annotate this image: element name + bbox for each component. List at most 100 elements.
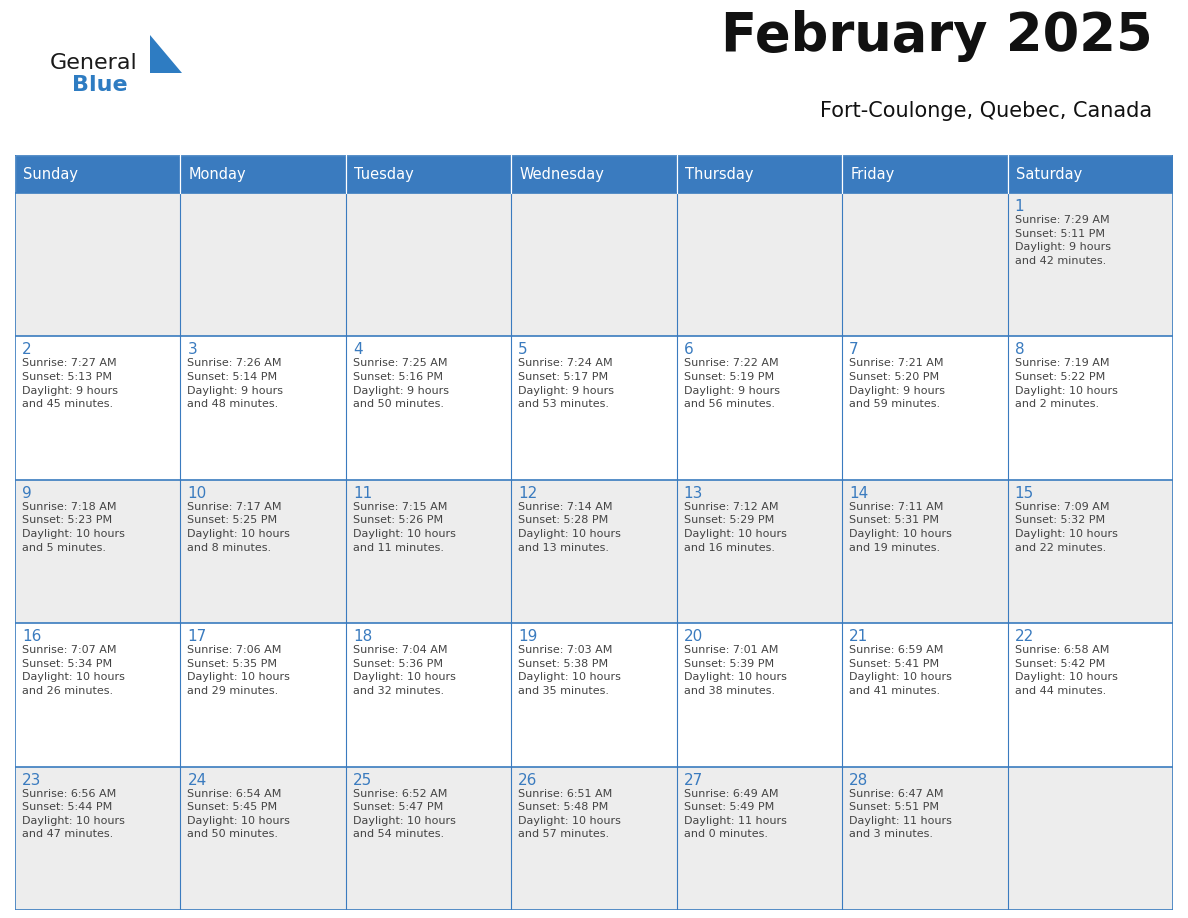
- Bar: [511, 767, 677, 910]
- Text: 25: 25: [353, 773, 372, 788]
- Bar: [15, 193, 181, 336]
- Text: Sunrise: 7:27 AM
Sunset: 5:13 PM
Daylight: 9 hours
and 45 minutes.: Sunrise: 7:27 AM Sunset: 5:13 PM Dayligh…: [23, 358, 118, 409]
- Text: Sunrise: 6:52 AM
Sunset: 5:47 PM
Daylight: 10 hours
and 54 minutes.: Sunrise: 6:52 AM Sunset: 5:47 PM Dayligh…: [353, 789, 456, 839]
- Bar: [181, 480, 346, 623]
- Bar: [511, 623, 677, 767]
- Text: Sunrise: 7:15 AM
Sunset: 5:26 PM
Daylight: 10 hours
and 11 minutes.: Sunrise: 7:15 AM Sunset: 5:26 PM Dayligh…: [353, 502, 456, 553]
- Text: Sunrise: 6:59 AM
Sunset: 5:41 PM
Daylight: 10 hours
and 41 minutes.: Sunrise: 6:59 AM Sunset: 5:41 PM Dayligh…: [849, 645, 952, 696]
- Text: 6: 6: [684, 342, 694, 357]
- Text: Sunrise: 7:01 AM
Sunset: 5:39 PM
Daylight: 10 hours
and 38 minutes.: Sunrise: 7:01 AM Sunset: 5:39 PM Dayligh…: [684, 645, 786, 696]
- Bar: [346, 155, 511, 193]
- Text: Fort-Coulonge, Quebec, Canada: Fort-Coulonge, Quebec, Canada: [820, 101, 1152, 121]
- Text: Sunrise: 7:25 AM
Sunset: 5:16 PM
Daylight: 9 hours
and 50 minutes.: Sunrise: 7:25 AM Sunset: 5:16 PM Dayligh…: [353, 358, 449, 409]
- Bar: [842, 155, 1007, 193]
- Text: Wednesday: Wednesday: [519, 166, 605, 182]
- Text: Sunrise: 7:21 AM
Sunset: 5:20 PM
Daylight: 9 hours
and 59 minutes.: Sunrise: 7:21 AM Sunset: 5:20 PM Dayligh…: [849, 358, 946, 409]
- Text: 3: 3: [188, 342, 197, 357]
- Bar: [181, 193, 346, 336]
- Bar: [1007, 155, 1173, 193]
- Bar: [511, 193, 677, 336]
- Bar: [1007, 767, 1173, 910]
- Bar: [181, 155, 346, 193]
- Bar: [677, 623, 842, 767]
- Text: 27: 27: [684, 773, 703, 788]
- Text: Sunrise: 6:51 AM
Sunset: 5:48 PM
Daylight: 10 hours
and 57 minutes.: Sunrise: 6:51 AM Sunset: 5:48 PM Dayligh…: [518, 789, 621, 839]
- Text: 28: 28: [849, 773, 868, 788]
- Bar: [842, 193, 1007, 336]
- Text: 23: 23: [23, 773, 42, 788]
- Text: Sunrise: 7:14 AM
Sunset: 5:28 PM
Daylight: 10 hours
and 13 minutes.: Sunrise: 7:14 AM Sunset: 5:28 PM Dayligh…: [518, 502, 621, 553]
- Bar: [181, 767, 346, 910]
- Text: Sunrise: 7:17 AM
Sunset: 5:25 PM
Daylight: 10 hours
and 8 minutes.: Sunrise: 7:17 AM Sunset: 5:25 PM Dayligh…: [188, 502, 290, 553]
- Text: 7: 7: [849, 342, 859, 357]
- Text: 10: 10: [188, 486, 207, 501]
- Text: 11: 11: [353, 486, 372, 501]
- Bar: [346, 767, 511, 910]
- Bar: [1007, 193, 1173, 336]
- Bar: [842, 767, 1007, 910]
- Text: 19: 19: [518, 629, 538, 644]
- Text: 12: 12: [518, 486, 537, 501]
- Bar: [842, 336, 1007, 480]
- Text: Sunrise: 7:12 AM
Sunset: 5:29 PM
Daylight: 10 hours
and 16 minutes.: Sunrise: 7:12 AM Sunset: 5:29 PM Dayligh…: [684, 502, 786, 553]
- Text: Sunrise: 7:03 AM
Sunset: 5:38 PM
Daylight: 10 hours
and 35 minutes.: Sunrise: 7:03 AM Sunset: 5:38 PM Dayligh…: [518, 645, 621, 696]
- Text: General: General: [50, 53, 138, 73]
- Text: Sunrise: 7:06 AM
Sunset: 5:35 PM
Daylight: 10 hours
and 29 minutes.: Sunrise: 7:06 AM Sunset: 5:35 PM Dayligh…: [188, 645, 290, 696]
- Text: Sunrise: 6:54 AM
Sunset: 5:45 PM
Daylight: 10 hours
and 50 minutes.: Sunrise: 6:54 AM Sunset: 5:45 PM Dayligh…: [188, 789, 290, 839]
- Text: 4: 4: [353, 342, 362, 357]
- Bar: [677, 193, 842, 336]
- Text: 26: 26: [518, 773, 538, 788]
- Text: Sunrise: 7:22 AM
Sunset: 5:19 PM
Daylight: 9 hours
and 56 minutes.: Sunrise: 7:22 AM Sunset: 5:19 PM Dayligh…: [684, 358, 779, 409]
- Bar: [15, 336, 181, 480]
- Text: Sunrise: 7:04 AM
Sunset: 5:36 PM
Daylight: 10 hours
and 32 minutes.: Sunrise: 7:04 AM Sunset: 5:36 PM Dayligh…: [353, 645, 456, 696]
- Text: Sunrise: 7:18 AM
Sunset: 5:23 PM
Daylight: 10 hours
and 5 minutes.: Sunrise: 7:18 AM Sunset: 5:23 PM Dayligh…: [23, 502, 125, 553]
- Bar: [677, 480, 842, 623]
- Bar: [346, 480, 511, 623]
- Text: Sunrise: 7:24 AM
Sunset: 5:17 PM
Daylight: 9 hours
and 53 minutes.: Sunrise: 7:24 AM Sunset: 5:17 PM Dayligh…: [518, 358, 614, 409]
- Text: 14: 14: [849, 486, 868, 501]
- Text: Tuesday: Tuesday: [354, 166, 413, 182]
- Bar: [15, 623, 181, 767]
- Bar: [1007, 336, 1173, 480]
- Polygon shape: [150, 35, 182, 73]
- Bar: [346, 336, 511, 480]
- Bar: [181, 623, 346, 767]
- Bar: [15, 155, 181, 193]
- Bar: [511, 155, 677, 193]
- Text: Sunrise: 7:26 AM
Sunset: 5:14 PM
Daylight: 9 hours
and 48 minutes.: Sunrise: 7:26 AM Sunset: 5:14 PM Dayligh…: [188, 358, 284, 409]
- Text: 16: 16: [23, 629, 42, 644]
- Text: Sunrise: 6:47 AM
Sunset: 5:51 PM
Daylight: 11 hours
and 3 minutes.: Sunrise: 6:47 AM Sunset: 5:51 PM Dayligh…: [849, 789, 952, 839]
- Text: Sunrise: 6:56 AM
Sunset: 5:44 PM
Daylight: 10 hours
and 47 minutes.: Sunrise: 6:56 AM Sunset: 5:44 PM Dayligh…: [23, 789, 125, 839]
- Text: 1: 1: [1015, 199, 1024, 214]
- Text: February 2025: February 2025: [721, 10, 1152, 62]
- Bar: [1007, 480, 1173, 623]
- Text: 8: 8: [1015, 342, 1024, 357]
- Bar: [15, 480, 181, 623]
- Bar: [677, 767, 842, 910]
- Text: Thursday: Thursday: [684, 166, 753, 182]
- Text: 18: 18: [353, 629, 372, 644]
- Bar: [15, 767, 181, 910]
- Text: Saturday: Saturday: [1016, 166, 1082, 182]
- Text: Sunrise: 7:11 AM
Sunset: 5:31 PM
Daylight: 10 hours
and 19 minutes.: Sunrise: 7:11 AM Sunset: 5:31 PM Dayligh…: [849, 502, 952, 553]
- Text: 5: 5: [518, 342, 527, 357]
- Bar: [1007, 623, 1173, 767]
- Text: Sunrise: 7:19 AM
Sunset: 5:22 PM
Daylight: 10 hours
and 2 minutes.: Sunrise: 7:19 AM Sunset: 5:22 PM Dayligh…: [1015, 358, 1118, 409]
- Text: Sunrise: 6:49 AM
Sunset: 5:49 PM
Daylight: 11 hours
and 0 minutes.: Sunrise: 6:49 AM Sunset: 5:49 PM Dayligh…: [684, 789, 786, 839]
- Text: 2: 2: [23, 342, 32, 357]
- Text: Sunrise: 7:07 AM
Sunset: 5:34 PM
Daylight: 10 hours
and 26 minutes.: Sunrise: 7:07 AM Sunset: 5:34 PM Dayligh…: [23, 645, 125, 696]
- Text: 9: 9: [23, 486, 32, 501]
- Text: Monday: Monday: [189, 166, 246, 182]
- Text: Sunday: Sunday: [23, 166, 78, 182]
- Bar: [842, 623, 1007, 767]
- Text: Sunrise: 7:29 AM
Sunset: 5:11 PM
Daylight: 9 hours
and 42 minutes.: Sunrise: 7:29 AM Sunset: 5:11 PM Dayligh…: [1015, 215, 1111, 266]
- Text: Sunrise: 7:09 AM
Sunset: 5:32 PM
Daylight: 10 hours
and 22 minutes.: Sunrise: 7:09 AM Sunset: 5:32 PM Dayligh…: [1015, 502, 1118, 553]
- Text: 22: 22: [1015, 629, 1034, 644]
- Text: 20: 20: [684, 629, 703, 644]
- Bar: [677, 336, 842, 480]
- Text: 15: 15: [1015, 486, 1034, 501]
- Bar: [346, 193, 511, 336]
- Bar: [511, 480, 677, 623]
- Text: 21: 21: [849, 629, 868, 644]
- Text: Blue: Blue: [72, 75, 127, 95]
